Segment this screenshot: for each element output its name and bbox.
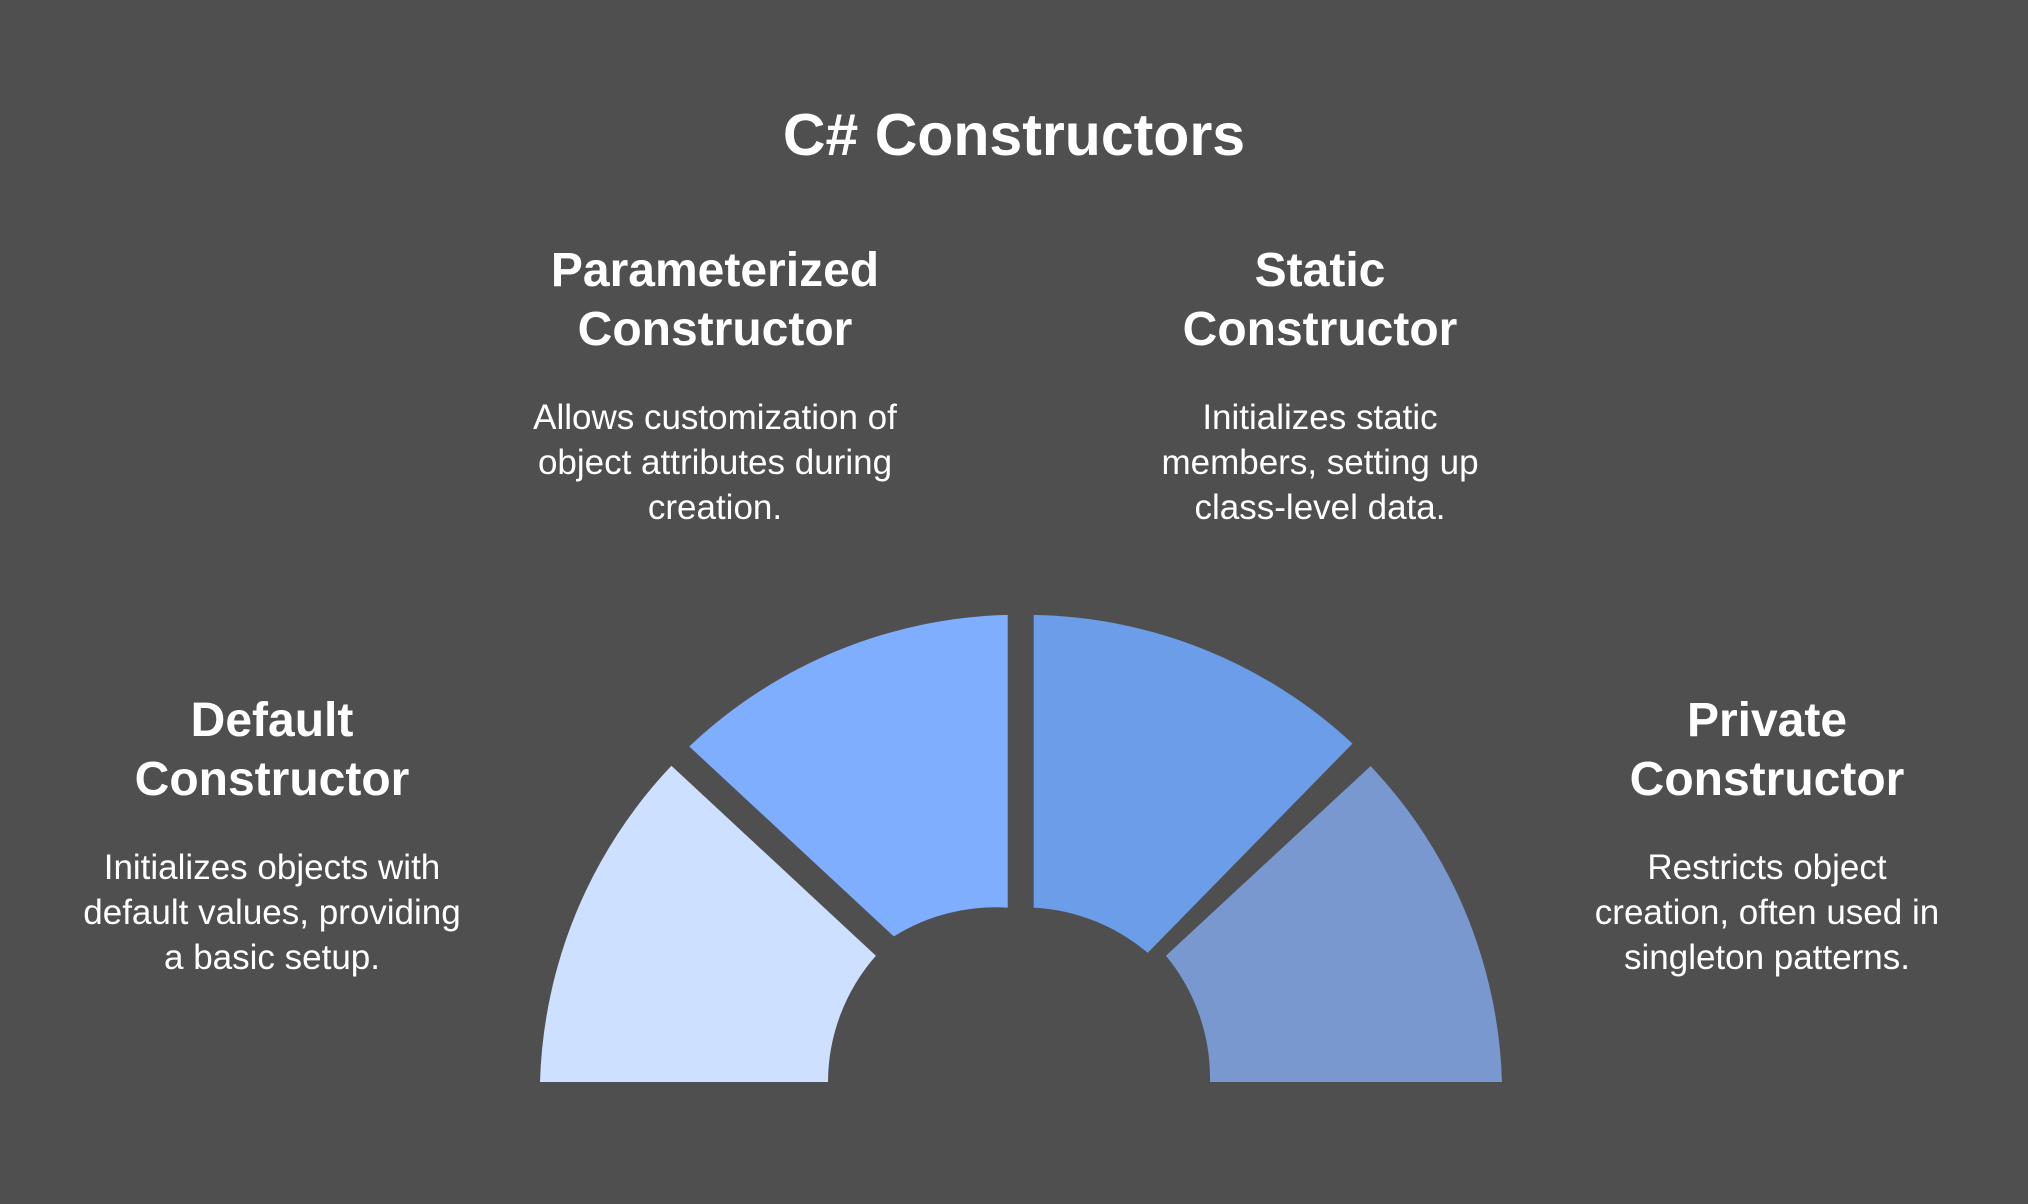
item-heading: Static Constructor xyxy=(1182,244,1458,356)
item-description: Restricts object creation, often used in… xyxy=(1594,848,1940,977)
item-description: Allows customization of object attribute… xyxy=(533,398,897,527)
item-heading: Private Constructor xyxy=(1629,694,1905,806)
segment-parameterized xyxy=(689,614,1008,937)
item-private-constructor: Private Constructor Restricts object cre… xyxy=(1547,691,1987,980)
segment-static xyxy=(1033,614,1353,953)
item-static-constructor: Static Constructor Initializes static me… xyxy=(1100,241,1540,530)
item-heading: Default Constructor xyxy=(134,694,410,806)
diagram-title: C# Constructors xyxy=(782,102,1246,168)
item-default-constructor: Default Constructor Initializes objects … xyxy=(52,691,492,980)
segment-private xyxy=(1165,766,1502,1082)
item-description: Initializes objects with default values,… xyxy=(83,848,461,977)
item-heading: Parameterized Constructor xyxy=(550,244,880,356)
item-description: Initializes static members, setting up c… xyxy=(1161,398,1479,527)
segment-default xyxy=(540,765,876,1082)
item-parameterized-constructor: Parameterized Constructor Allows customi… xyxy=(495,241,935,530)
